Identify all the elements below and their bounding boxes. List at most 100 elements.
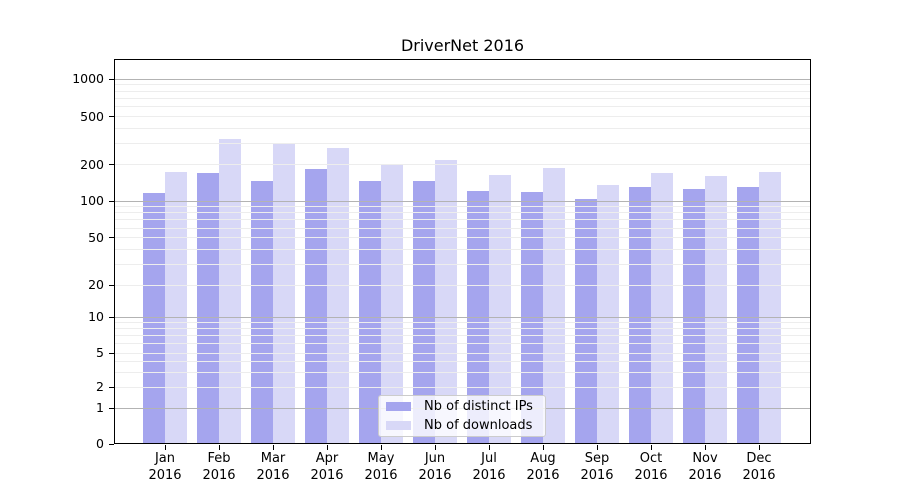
x-axis-tick: [273, 444, 274, 450]
y-tick-label: 10: [88, 309, 104, 325]
y-gridline-minor: [114, 106, 811, 108]
x-axis-tick: [219, 444, 220, 450]
y-axis-tick: [109, 78, 114, 80]
y-tick-label: 0: [96, 436, 104, 451]
y-gridline-minor: [114, 343, 811, 345]
bar-distinct-ips: [251, 180, 273, 444]
x-tick-label: Mar 2016: [256, 451, 290, 483]
y-tick-label: 5: [96, 345, 104, 360]
x-axis-tick: [435, 444, 436, 450]
y-gridline-minor: [114, 219, 811, 221]
bar-distinct-ips: [521, 192, 543, 444]
y-gridline-minor: [114, 90, 811, 92]
y-axis-tick: [109, 284, 114, 286]
x-tick-label: May 2016: [364, 451, 398, 483]
x-axis-tick: [381, 444, 382, 450]
bar-distinct-ips: [737, 186, 759, 444]
x-axis-tick: [705, 444, 706, 450]
y-gridline-minor: [114, 263, 811, 265]
y-axis-tick: [109, 200, 114, 202]
legend: Nb of distinct IPs Nb of downloads: [378, 395, 546, 437]
y-tick-label: 500: [80, 108, 104, 124]
bar-downloads: [597, 185, 619, 444]
bar-downloads: [489, 174, 511, 444]
bar-distinct-ips: [359, 180, 381, 444]
x-tick-label: Dec 2016: [742, 451, 776, 483]
y-axis-tick: [109, 352, 114, 354]
x-tick-label: Nov 2016: [688, 451, 722, 483]
y-tick-label: 200: [80, 156, 104, 172]
bar-distinct-ips: [143, 192, 165, 444]
y-axis-tick: [109, 164, 114, 165]
x-tick-label: Apr 2016: [310, 451, 344, 483]
bar-downloads: [759, 171, 781, 444]
y-axis-tick: [109, 116, 114, 117]
bar-distinct-ips: [683, 189, 705, 444]
y-gridline-major: [114, 78, 811, 80]
legend-label-distinct-ips: Nb of distinct IPs: [424, 399, 533, 414]
bar-downloads: [651, 172, 673, 444]
x-axis-tick: [651, 444, 652, 450]
y-gridline-minor: [114, 322, 811, 324]
x-axis-tick: [597, 444, 598, 450]
chart-title: DriverNet 2016: [400, 36, 525, 55]
legend-item-distinct-ips: Nb of distinct IPs: [379, 398, 545, 415]
y-axis-tick: [109, 237, 114, 239]
bar-downloads: [327, 148, 349, 444]
y-tick-label: 20: [88, 277, 104, 292]
bar-downloads: [705, 175, 727, 444]
y-gridline-major: [114, 200, 811, 202]
y-tick-label: 50: [88, 229, 104, 245]
y-tick-label: 100: [80, 193, 104, 208]
y-gridline-minor: [114, 371, 811, 373]
y-gridline-minor: [114, 164, 811, 165]
y-gridline-minor: [114, 237, 811, 239]
y-gridline-minor: [114, 328, 811, 330]
y-gridline-minor: [114, 116, 811, 117]
y-axis-tick: [109, 386, 114, 388]
y-gridline-minor: [114, 84, 811, 86]
x-tick-label: Sep 2016: [580, 451, 614, 483]
legend-swatch-downloads-icon: [386, 420, 411, 431]
legend-swatch-distinct-ips-icon: [386, 401, 411, 412]
bar-downloads: [165, 172, 187, 444]
legend-label-downloads: Nb of downloads: [424, 418, 533, 433]
bar-distinct-ips: [197, 173, 219, 444]
y-gridline-major: [114, 316, 811, 318]
bar-downloads: [381, 163, 403, 444]
y-gridline-minor: [114, 248, 811, 250]
y-tick-label: 1: [96, 400, 104, 416]
y-gridline-minor: [114, 206, 811, 208]
x-axis-tick: [489, 444, 490, 450]
y-gridline-minor: [114, 360, 811, 362]
x-axis-tick: [165, 444, 166, 450]
y-gridline-minor: [114, 212, 811, 214]
y-gridline-minor: [114, 335, 811, 337]
y-tick-label: 1000: [72, 71, 104, 86]
y-axis-tick: [109, 316, 114, 318]
x-tick-label: Feb 2016: [202, 451, 236, 483]
bar-distinct-ips: [575, 199, 597, 444]
bar-downloads: [543, 168, 565, 444]
bar-downloads: [435, 159, 457, 444]
y-axis-tick: [109, 443, 114, 445]
y-gridline-minor: [114, 97, 811, 99]
bar-downloads: [219, 139, 241, 444]
x-tick-label: Jan 2016: [148, 451, 182, 483]
x-axis-tick: [327, 444, 328, 450]
y-axis-tick: [109, 407, 114, 409]
bar-distinct-ips: [413, 180, 435, 444]
x-tick-label: Aug 2016: [526, 451, 560, 483]
bar-downloads: [273, 142, 295, 444]
y-gridline-minor: [114, 127, 811, 129]
legend-item-downloads: Nb of downloads: [379, 417, 545, 434]
x-tick-label: Jun 2016: [418, 451, 452, 483]
x-axis-tick: [543, 444, 544, 450]
x-tick-label: Jul 2016: [472, 451, 506, 483]
